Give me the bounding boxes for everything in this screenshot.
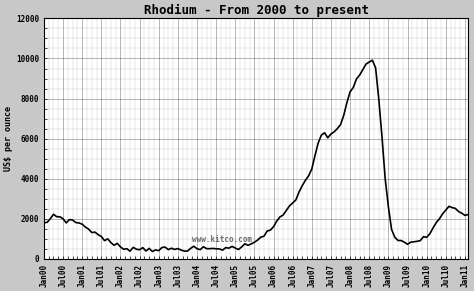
Text: www.kitco.com: www.kitco.com (192, 235, 252, 244)
Title: Rhodium - From 2000 to present: Rhodium - From 2000 to present (144, 4, 368, 17)
Y-axis label: US$ per ounce: US$ per ounce (4, 106, 13, 171)
